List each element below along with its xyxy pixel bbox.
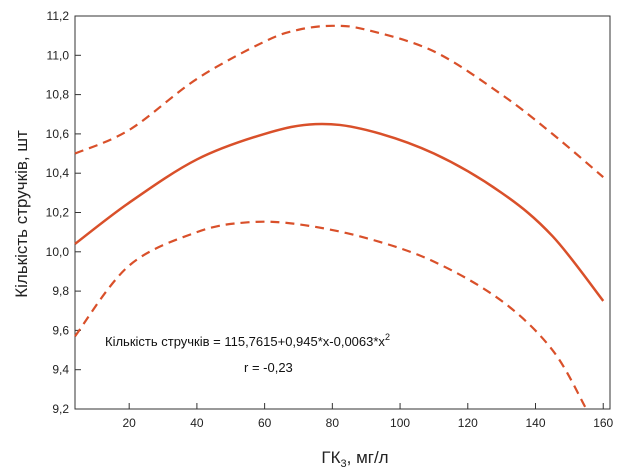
x-tick-label-60: 60 <box>258 416 272 430</box>
equation-exponent: 2 <box>385 332 390 342</box>
y-tick-label-9,4: 9,4 <box>52 363 69 377</box>
y-axis-title: Кількість стручків, шт <box>12 130 31 298</box>
y-tick-label-10,0: 10,0 <box>46 245 70 259</box>
y-tick-label-10,2: 10,2 <box>46 206 70 220</box>
y-tick-label-10,6: 10,6 <box>46 127 70 141</box>
y-tick-label-9,8: 9,8 <box>52 284 69 298</box>
y-tick-label-10,4: 10,4 <box>46 166 70 180</box>
x-axis-title-unit: , мг/л <box>347 448 389 467</box>
x-axis-title-subscript: 3 <box>341 458 347 470</box>
x-axis-title-main: ГК <box>321 448 340 467</box>
series-layer <box>74 24 605 410</box>
upper-confidence-line <box>74 24 604 178</box>
equation-text: Кількість стручків = 115,7615+0,945*x-0,… <box>105 332 390 349</box>
plot-frame <box>74 15 611 410</box>
x-tick-label-80: 80 <box>326 416 340 430</box>
y-tick-label-9,2: 9,2 <box>52 402 69 416</box>
ticks-layer: 20 40 60 80 100 120 140 160 9,2 9,4 9,6 9,8 10,0 10,2… <box>46 9 614 430</box>
x-tick-label-40: 40 <box>190 416 204 430</box>
x-axis-title: ГК3, мг/л <box>321 448 388 470</box>
y-tick-label-11,2: 11,2 <box>47 9 70 23</box>
x-tick-label-100: 100 <box>390 416 410 430</box>
regression-line <box>74 122 605 302</box>
correlation-text: r = -0,23 <box>244 360 293 375</box>
x-tick-label-140: 140 <box>525 416 545 430</box>
equation-main: Кількість стручків = 115,7615+0,945*x-0,… <box>105 334 385 349</box>
lower-confidence-line <box>74 220 588 410</box>
y-tick-label-10,8: 10,8 <box>46 88 70 102</box>
x-tick-label-120: 120 <box>458 416 478 430</box>
y-tick-label-11,0: 11,0 <box>47 48 70 62</box>
x-tick-label-160: 160 <box>593 416 613 430</box>
y-tick-label-9,6: 9,6 <box>52 323 69 337</box>
x-tick-label-20: 20 <box>122 416 136 430</box>
